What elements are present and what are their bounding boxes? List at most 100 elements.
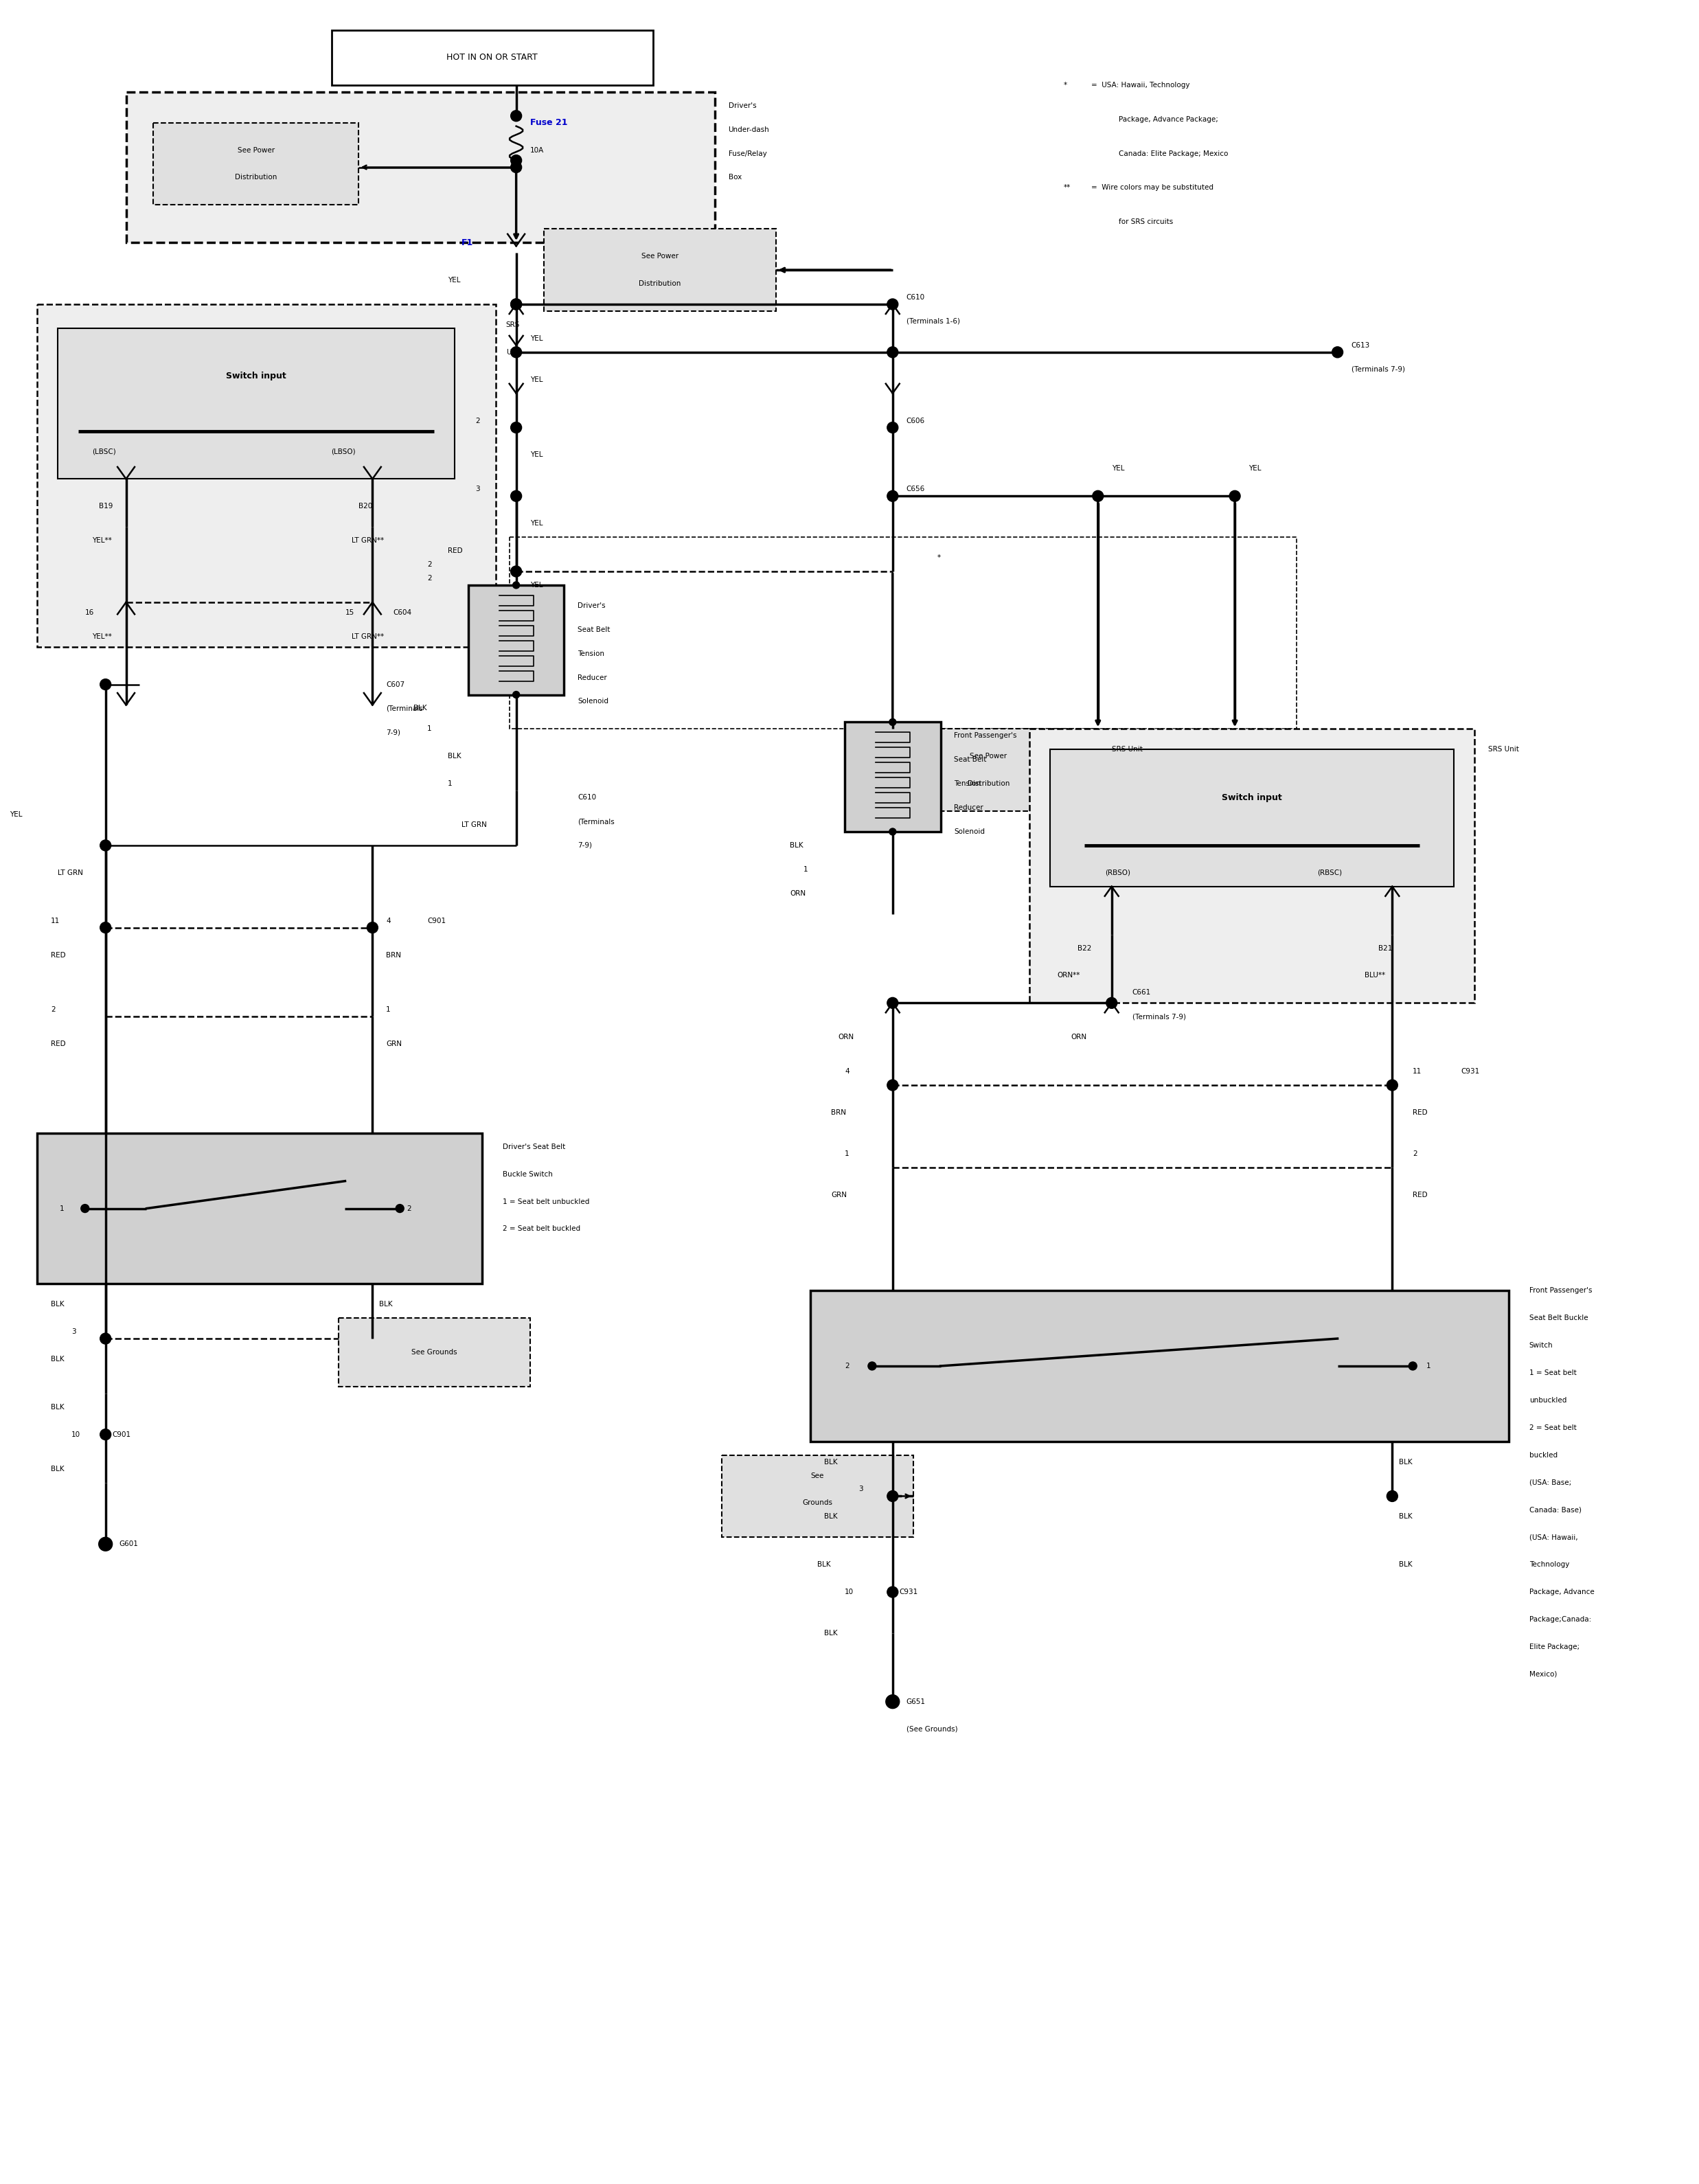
Text: B20: B20 — [358, 502, 372, 509]
Circle shape — [887, 422, 899, 432]
Text: 2: 2 — [406, 1206, 411, 1212]
Text: unbuckled: unbuckled — [1529, 1398, 1566, 1404]
Text: Front Passenger's: Front Passenger's — [1529, 1286, 1592, 1295]
Text: YEL: YEL — [1249, 465, 1261, 472]
Text: ORN: ORN — [1070, 1033, 1086, 1040]
Text: 1 = Seat belt unbuckled: 1 = Seat belt unbuckled — [503, 1199, 590, 1206]
Text: F1: F1 — [462, 238, 474, 247]
Text: RED: RED — [51, 952, 66, 959]
Text: Seat Belt Buckle: Seat Belt Buckle — [1529, 1315, 1589, 1321]
Text: Technology: Technology — [1529, 1562, 1570, 1568]
Text: Seat Belt: Seat Belt — [955, 756, 987, 762]
Text: SRS Unit: SRS Unit — [1111, 747, 1142, 753]
Circle shape — [1386, 1492, 1398, 1503]
Text: YEL: YEL — [10, 810, 22, 819]
Circle shape — [513, 692, 520, 699]
Text: BLK: BLK — [824, 1459, 838, 1465]
Text: YEL: YEL — [530, 581, 542, 587]
Text: 1: 1 — [426, 725, 432, 732]
Text: 3: 3 — [476, 485, 479, 494]
Text: ORN**: ORN** — [1057, 972, 1081, 978]
Text: BLK: BLK — [790, 843, 804, 850]
Text: Driver's: Driver's — [729, 103, 756, 109]
Text: 1: 1 — [386, 1007, 391, 1013]
Text: BRN: BRN — [386, 952, 401, 959]
Text: Driver's Seat Belt: Driver's Seat Belt — [503, 1144, 566, 1151]
Text: See Power: See Power — [238, 146, 275, 153]
Text: Canada: Elite Package; Mexico: Canada: Elite Package; Mexico — [1118, 151, 1228, 157]
Text: Switch input: Switch input — [1222, 793, 1283, 802]
Text: 2: 2 — [426, 574, 432, 581]
Text: C607: C607 — [386, 681, 404, 688]
Text: Distribution: Distribution — [234, 175, 277, 181]
Circle shape — [887, 1586, 899, 1597]
Circle shape — [1332, 347, 1342, 358]
Text: (Terminals: (Terminals — [578, 819, 615, 826]
Bar — [544, 229, 776, 310]
Text: BLK: BLK — [413, 705, 426, 712]
Circle shape — [889, 719, 895, 725]
Text: (Terminals 7-9): (Terminals 7-9) — [1351, 367, 1405, 373]
Text: 3: 3 — [71, 1328, 76, 1334]
Text: Switch input: Switch input — [226, 371, 285, 380]
Text: 3: 3 — [858, 1485, 863, 1492]
Circle shape — [887, 998, 899, 1009]
Text: 16: 16 — [85, 609, 93, 616]
Text: Tension: Tension — [578, 651, 605, 657]
Text: Box: Box — [729, 175, 741, 181]
Text: YEL**: YEL** — [92, 537, 112, 544]
Circle shape — [887, 299, 899, 310]
Circle shape — [511, 299, 522, 310]
Text: buckled: buckled — [1529, 1452, 1558, 1459]
Text: YEL**: YEL** — [92, 633, 112, 640]
Text: Solenoid: Solenoid — [578, 699, 608, 705]
Circle shape — [1408, 1363, 1417, 1369]
Circle shape — [511, 347, 522, 358]
Text: **: ** — [1064, 183, 1070, 192]
Circle shape — [887, 1492, 899, 1503]
Text: BLK: BLK — [51, 1465, 65, 1472]
Text: RED: RED — [1414, 1190, 1427, 1199]
Circle shape — [887, 347, 899, 358]
Text: Switch: Switch — [1529, 1341, 1553, 1350]
Text: Canada: Base): Canada: Base) — [1529, 1507, 1582, 1514]
Circle shape — [100, 1332, 110, 1343]
Text: for SRS circuits: for SRS circuits — [1118, 218, 1172, 225]
Circle shape — [868, 1363, 877, 1369]
Text: 11: 11 — [51, 917, 59, 924]
Text: B22: B22 — [1077, 946, 1091, 952]
Circle shape — [887, 1079, 899, 1090]
Text: RED: RED — [449, 548, 462, 555]
Text: (RBSC): (RBSC) — [1317, 869, 1342, 876]
Text: Package, Advance Package;: Package, Advance Package; — [1118, 116, 1218, 122]
Text: (See Grounds): (See Grounds) — [906, 1725, 958, 1732]
Text: Solenoid: Solenoid — [955, 828, 985, 834]
Circle shape — [511, 155, 522, 166]
Text: Fuse/Relay: Fuse/Relay — [729, 151, 766, 157]
Text: (LBSC): (LBSC) — [92, 448, 116, 454]
Text: 10A: 10A — [530, 146, 544, 153]
Text: 10: 10 — [844, 1588, 853, 1597]
Text: Under-dash: Under-dash — [729, 127, 770, 133]
Text: 10: 10 — [71, 1431, 80, 1437]
Circle shape — [1386, 1079, 1398, 1090]
Circle shape — [889, 828, 895, 834]
Text: RED: RED — [51, 1040, 66, 1048]
Text: HOT IN ON OR START: HOT IN ON OR START — [447, 52, 539, 61]
Text: 7-9): 7-9) — [386, 729, 401, 736]
Text: ORN: ORN — [838, 1033, 853, 1040]
Text: 1: 1 — [59, 1206, 65, 1212]
Text: BLK: BLK — [1398, 1514, 1412, 1520]
Circle shape — [1092, 491, 1103, 502]
Text: C604: C604 — [392, 609, 411, 616]
Circle shape — [82, 1203, 88, 1212]
Text: C931: C931 — [1461, 1068, 1480, 1075]
Text: YEL: YEL — [449, 277, 460, 284]
Text: 2: 2 — [426, 561, 432, 568]
Text: 2: 2 — [51, 1007, 56, 1013]
Text: Reducer: Reducer — [955, 804, 984, 810]
Bar — [722, 1455, 912, 1538]
Circle shape — [885, 1695, 899, 1708]
Bar — [126, 92, 715, 242]
Bar — [37, 304, 496, 646]
